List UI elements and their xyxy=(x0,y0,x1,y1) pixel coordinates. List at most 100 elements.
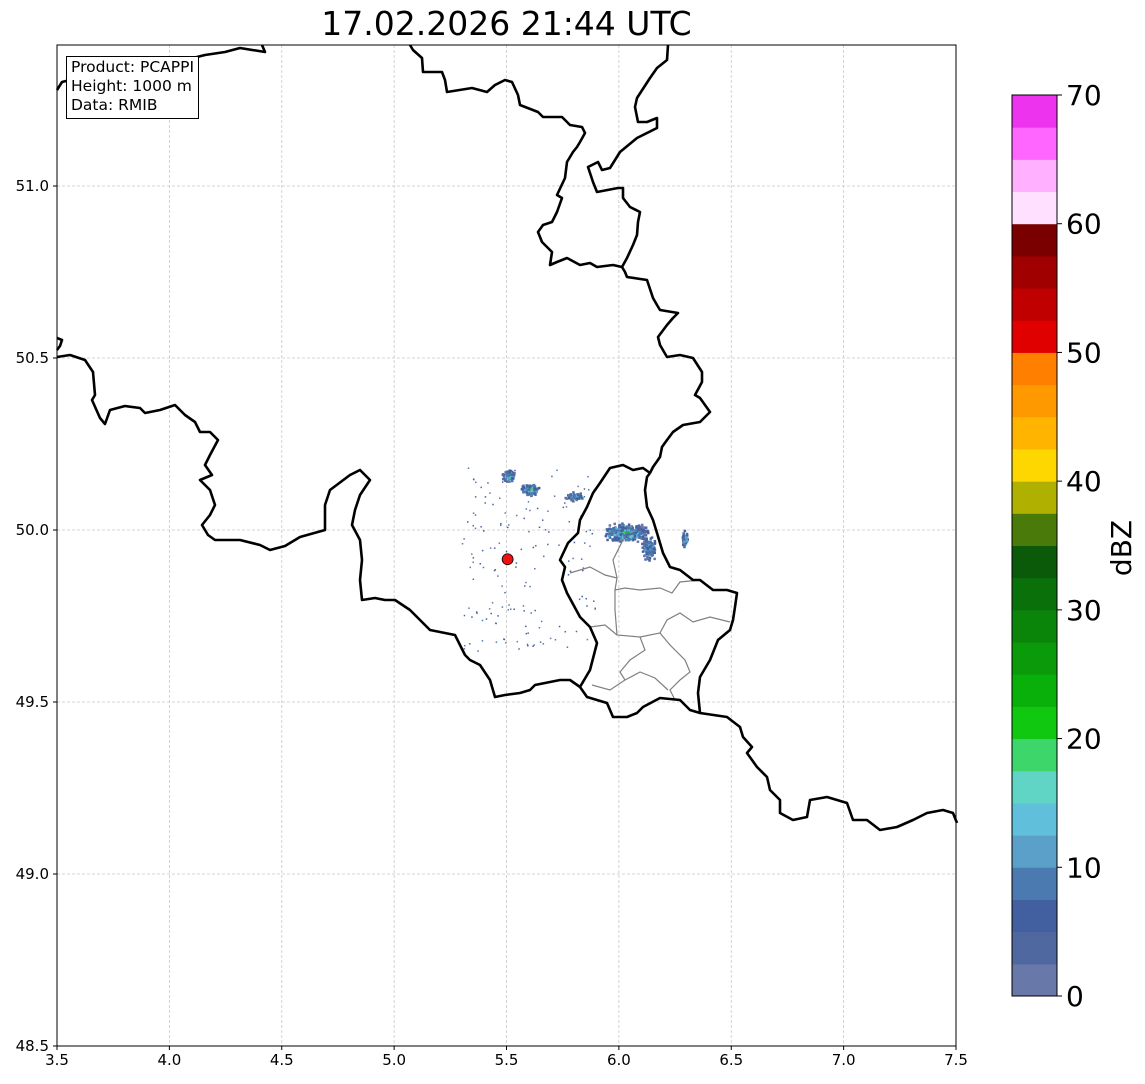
latitude-axis: 48.5 49.0 49.5 50.0 50.5 51.0 xyxy=(16,177,57,1055)
echo-pixel xyxy=(515,566,517,568)
echo-pixel xyxy=(500,524,502,526)
canton-border xyxy=(659,632,691,701)
echo-pixel xyxy=(472,512,475,514)
echo-pixel xyxy=(608,524,612,527)
echo-pixel xyxy=(469,643,471,645)
echo-pixel xyxy=(633,531,636,535)
echo-pixel xyxy=(572,492,576,496)
echo-pixel xyxy=(538,526,541,529)
echo-pixel xyxy=(683,540,686,543)
echo-pixel xyxy=(625,525,628,528)
echo-pixel xyxy=(522,490,526,494)
echo-pixel xyxy=(507,475,510,478)
echo-pixel xyxy=(499,497,501,499)
echo-pixel xyxy=(531,486,534,489)
echo-pixel xyxy=(630,525,634,528)
echo-pixel xyxy=(615,539,618,542)
echo-pixel xyxy=(471,616,473,618)
echo-pixel xyxy=(482,566,485,569)
colorbar-bin xyxy=(1012,159,1057,193)
echo-pixel xyxy=(683,545,686,549)
echo-pixel xyxy=(529,509,531,512)
echo-pixel xyxy=(642,526,645,530)
echo-pixel xyxy=(508,480,511,483)
echo-pixel xyxy=(642,535,645,538)
canton-border xyxy=(624,671,669,691)
echo-pixel xyxy=(481,549,484,552)
info-product: Product: PCAPPI xyxy=(71,58,195,76)
echo-pixel xyxy=(646,557,650,561)
colorbar-bin xyxy=(1012,899,1057,933)
echo-pixel xyxy=(539,641,542,643)
colorbar-bin xyxy=(1012,255,1057,289)
echo-pixel xyxy=(627,536,630,540)
echo-pixel xyxy=(613,539,616,542)
border-belgium-netherlands xyxy=(408,44,623,269)
echo-pixel xyxy=(526,493,529,497)
echo-pixel xyxy=(646,549,650,553)
echo-pixel xyxy=(463,614,466,617)
echo-pixel xyxy=(681,538,685,542)
echo-pixel xyxy=(594,607,596,610)
echo-pixel xyxy=(526,491,530,495)
echo-pixel xyxy=(529,492,532,496)
echo-pixel xyxy=(573,541,576,544)
echo-pixel xyxy=(573,494,576,497)
border-luxembourg-east xyxy=(643,472,739,714)
echo-pixel xyxy=(571,498,575,501)
x-tick-label: 7.5 xyxy=(944,1051,968,1069)
echo-pixel xyxy=(491,601,494,604)
echo-pixel xyxy=(577,485,579,488)
echo-pixel xyxy=(621,532,624,536)
border-france-luxembourg-germany xyxy=(578,686,959,832)
colorbar-bin xyxy=(1012,288,1057,321)
x-tick-label: 6.5 xyxy=(719,1051,743,1069)
canton-border xyxy=(569,566,701,594)
echo-pixel xyxy=(610,528,614,532)
echo-pixel xyxy=(685,532,689,536)
echo-pixel xyxy=(471,553,473,555)
echo-pixel xyxy=(521,487,524,491)
echo-pixel xyxy=(636,528,639,531)
echo-pixel xyxy=(627,534,630,538)
border-belgium-germany xyxy=(620,266,712,474)
radar-site-marker xyxy=(501,553,514,566)
echo-pixel xyxy=(558,544,560,546)
echo-pixel xyxy=(531,492,534,495)
echo-pixel xyxy=(649,540,652,543)
echo-pixel xyxy=(586,605,588,607)
gridlines xyxy=(57,45,956,1046)
colorbar-bin xyxy=(1012,835,1057,868)
echo-pixel xyxy=(606,538,609,542)
echo-pixel xyxy=(467,467,470,469)
echo-pixel xyxy=(484,502,486,504)
echo-pixel xyxy=(534,567,536,570)
echo-pixel xyxy=(527,485,531,488)
echo-pixel xyxy=(564,496,568,500)
echo-pixel xyxy=(650,536,654,539)
echo-pixel xyxy=(612,528,616,531)
echo-pixel xyxy=(543,555,545,558)
echo-pixel xyxy=(497,615,499,617)
echo-pixel xyxy=(549,637,552,640)
echo-pixel xyxy=(534,609,536,612)
echo-pixel xyxy=(474,527,477,530)
echo-pixel xyxy=(582,569,584,572)
border-belgium-france xyxy=(56,353,581,699)
echo-pixel xyxy=(589,529,592,531)
echo-pixel xyxy=(582,498,584,500)
echo-pixel xyxy=(607,528,610,531)
echo-pixel xyxy=(533,644,535,646)
echo-pixel xyxy=(617,539,620,542)
echo-pixel xyxy=(532,645,534,647)
echo-pixel xyxy=(533,487,536,491)
colorbar-bin xyxy=(1012,963,1057,997)
echo-pixel xyxy=(684,541,688,545)
echo-pixel xyxy=(641,530,644,533)
echo-pixel xyxy=(492,503,494,506)
echo-pixel xyxy=(481,640,484,642)
colorbar: 0 10 20 30 40 50 60 70 xyxy=(1011,79,1102,1013)
echo-pixel xyxy=(605,528,609,531)
echo-pixel xyxy=(536,487,539,490)
echo-pixel xyxy=(646,547,650,550)
